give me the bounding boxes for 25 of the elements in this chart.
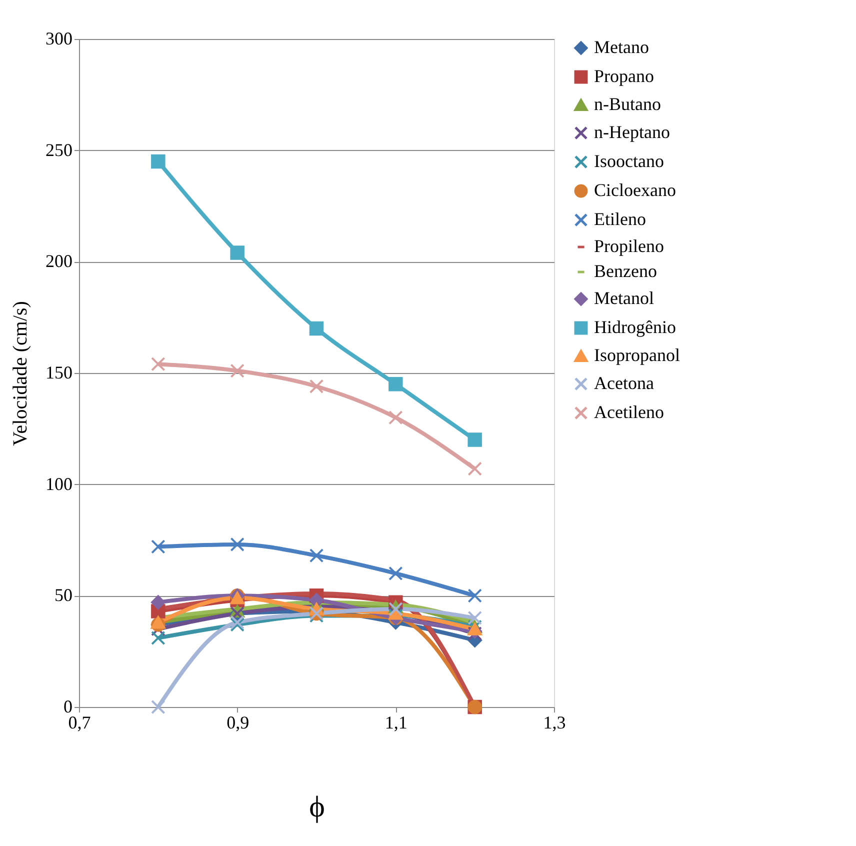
legend-label: Acetileno: [594, 402, 664, 422]
y-tick-label: 50: [54, 585, 72, 606]
legend-label: Propileno: [594, 236, 664, 256]
x-tick-label: 0,9: [226, 712, 250, 732]
legend-label: Benzeno: [594, 261, 657, 281]
y-tick-label: 300: [46, 28, 72, 48]
legend-label: Metano: [594, 37, 649, 57]
y-tick-label: 150: [46, 362, 72, 382]
legend-label: n-Heptano: [594, 122, 670, 142]
y-axis-title: Velocidade (cm/s): [10, 301, 32, 446]
legend-label: n-Butano: [594, 94, 661, 114]
legend-label: Propano: [594, 66, 654, 86]
x-tick-label: 1,1: [384, 712, 408, 732]
legend-label: Hidrogênio: [594, 317, 676, 337]
y-tick-label: 100: [46, 474, 72, 494]
y-tick-label: 250: [46, 140, 72, 160]
legend-label: Isopropanol: [594, 345, 680, 365]
y-tick-label: 200: [46, 251, 72, 272]
legend-label: Acetona: [594, 373, 654, 393]
x-tick-label: 1,3: [543, 712, 566, 732]
legend-label: Isooctano: [594, 151, 664, 171]
x-axis-title: ϕ: [309, 790, 325, 824]
legend-label: Metanol: [594, 288, 654, 308]
legend-label: Etileno: [594, 209, 646, 229]
legend-label: Cicloexano: [594, 180, 676, 200]
